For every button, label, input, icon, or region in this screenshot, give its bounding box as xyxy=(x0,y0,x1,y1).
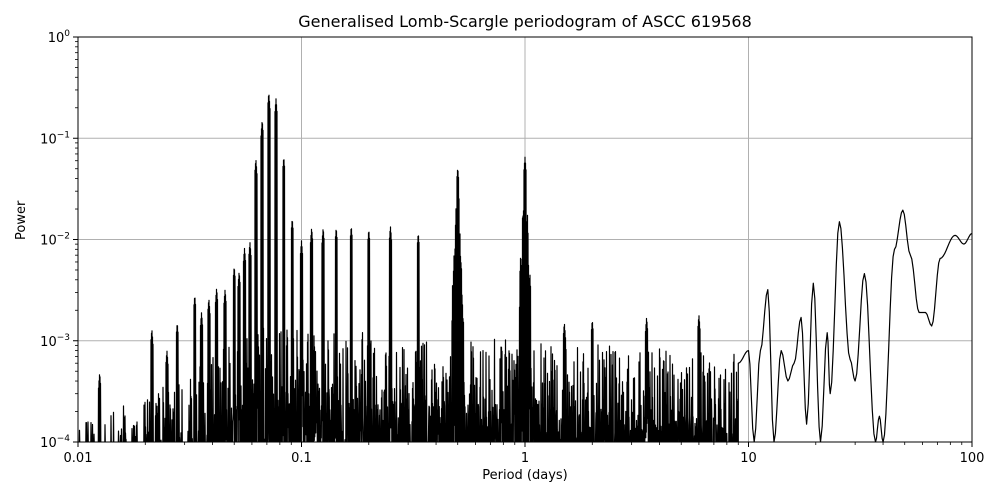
x-tick-label: 10 xyxy=(740,451,757,466)
y-tick-label: 10−1 xyxy=(40,130,70,147)
y-axis: 10−4 10−3 10−2 10−1 100 xyxy=(40,29,78,451)
y-tick-label: 10−2 xyxy=(40,232,70,249)
y-tick-label: 100 xyxy=(48,29,71,46)
chart-title: Generalised Lomb-Scargle periodogram of … xyxy=(298,12,752,31)
x-tick-label: 100 xyxy=(960,451,985,466)
x-axis-label: Period (days) xyxy=(482,468,568,483)
y-axis-label: Power xyxy=(14,200,29,240)
x-tick-label: 1 xyxy=(521,451,529,466)
x-tick-label: 0.1 xyxy=(291,451,312,466)
periodogram-line xyxy=(78,94,972,442)
x-tick-label: 0.01 xyxy=(64,451,93,466)
y-tick-label: 10−4 xyxy=(40,434,70,451)
y-tick-label: 10−3 xyxy=(40,333,70,350)
x-axis: 0.01 0.1 1 10 100 xyxy=(64,442,985,466)
power-series xyxy=(78,94,972,442)
